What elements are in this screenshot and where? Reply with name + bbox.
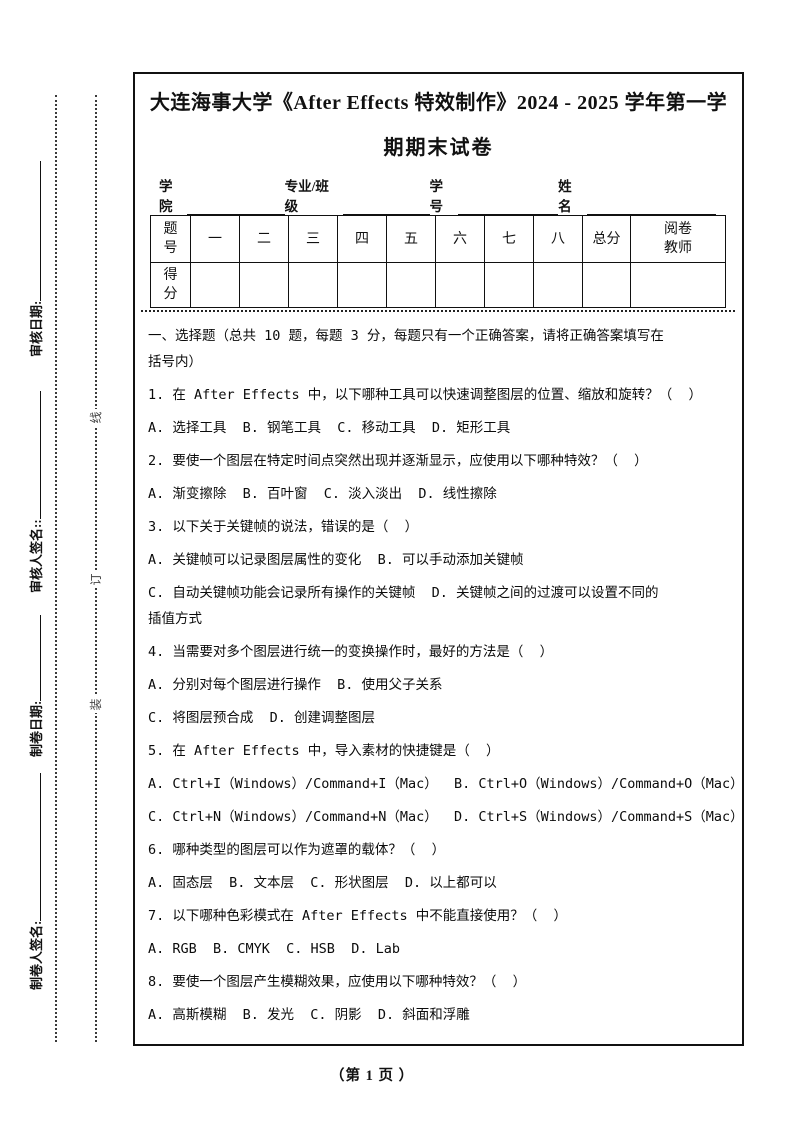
question-3-text: 3. 以下关于关键帧的说法，错误的是（ ） [148, 519, 419, 535]
binding-dotted-line-inner [55, 95, 57, 1042]
section-heading-line2: 括号内） [148, 354, 202, 370]
header-question-number: 题 号 [150, 215, 191, 263]
paper-maker-signature-field: 制卷人签名: [26, 764, 48, 990]
header-grader: 阅卷 教师 [630, 215, 726, 263]
question-4-options-ab: A. 分别对每个图层进行操作 B. 使用父子关系 [148, 677, 443, 693]
major-class-label: 专业/班级 [284, 179, 329, 214]
score-cell-grader[interactable] [630, 262, 726, 308]
question-1-options: A. 选择工具 B. 钢笔工具 C. 移动工具 D. 矩形工具 [148, 420, 511, 436]
major-class-blank[interactable] [343, 199, 430, 215]
reviewer-signature-blank[interactable] [26, 391, 41, 520]
question-6-text: 6. 哪种类型的图层可以作为遮罩的载体？（ ） [148, 842, 446, 858]
question-4-options-cd: C. 将图层预合成 D. 创建调整图层 [148, 710, 376, 726]
question-8-options: A. 高斯模糊 B. 发光 C. 阴影 D. 斜面和浮雕 [148, 1007, 470, 1023]
question-5-options-cd: C. Ctrl+N（Windows）/Command+N（Mac） D. Ctr… [148, 809, 744, 825]
review-date-blank[interactable] [26, 160, 41, 301]
header-q1: 一 [190, 215, 240, 263]
exam-title-line2: 期期末试卷 [383, 137, 494, 159]
question-2-text: 2. 要使一个图层在特定时间点突然出现并逐渐显示，应使用以下哪种特效？（ ） [148, 453, 648, 469]
header-q8: 八 [533, 215, 583, 263]
score-cell-8[interactable] [533, 262, 583, 308]
paper-made-date-field: 制卷日期: [26, 600, 48, 757]
question-8-text: 8. 要使一个图层产生模糊效果，应使用以下哪种特效？（ ） [148, 974, 527, 990]
college-blank[interactable] [187, 199, 285, 215]
score-cell-5[interactable] [386, 262, 436, 308]
score-table-header-row: 题 号 一 二 三 四 五 六 七 八 总分 阅卷 教师 [150, 215, 726, 263]
exam-content-box: 大连海事大学《After Effects 特效制作》2024 - 2025 学年… [133, 72, 744, 1046]
question-7-text: 7. 以下哪种色彩模式在 After Effects 中不能直接使用？（ ） [148, 908, 568, 924]
score-cell-6[interactable] [435, 262, 485, 308]
binding-char-xian: 线 [88, 409, 105, 426]
binding-char-zhuang: 装 [88, 696, 105, 713]
section-heading-line1: 一、选择题（总共 10 题，每题 3 分，每题只有一个正确答案，请将正确答案填写… [148, 328, 664, 344]
student-id-blank[interactable] [458, 199, 559, 215]
page-number: （第 1 页 ） [330, 1068, 415, 1084]
question-6-options: A. 固态层 B. 文本层 C. 形状图层 D. 以上都可以 [148, 875, 497, 891]
question-2-options: A. 渐变擦除 B. 百叶窗 C. 淡入淡出 D. 线性擦除 [148, 486, 497, 502]
college-label: 学院 [159, 179, 173, 214]
score-table: 题 号 一 二 三 四 五 六 七 八 总分 阅卷 教师 得 分 [150, 215, 726, 308]
score-cell-2[interactable] [239, 262, 289, 308]
question-3-options-ab: A. 关键帧可以记录图层属性的变化 B. 可以手动添加关键帧 [148, 552, 524, 568]
binding-char-ding: 订 [88, 571, 105, 588]
question-3-options-cd-wrap: 插值方式 [148, 611, 202, 627]
question-5-options-ab: A. Ctrl+I（Windows）/Command+I（Mac） B. Ctr… [148, 776, 744, 792]
score-cell-7[interactable] [484, 262, 534, 308]
question-7-options: A. RGB B. CMYK C. HSB D. Lab [148, 941, 400, 957]
review-date-field: 审核日期: [26, 152, 48, 357]
score-cell-3[interactable] [288, 262, 338, 308]
reviewer-signature-label: 审核人签名:: [29, 519, 44, 593]
binding-dotted-line-outer [95, 95, 97, 1042]
score-cell-4[interactable] [337, 262, 387, 308]
header-q6: 六 [435, 215, 485, 263]
header-q3: 三 [288, 215, 338, 263]
header-q7: 七 [484, 215, 534, 263]
reviewer-signature-field: 审核人签名:: [26, 362, 48, 593]
name-label: 姓名 [558, 179, 572, 214]
header-q2: 二 [239, 215, 289, 263]
question-5-text: 5. 在 After Effects 中，导入素材的快捷键是（ ） [148, 743, 500, 759]
student-id-label: 学号 [429, 179, 444, 214]
paper-made-date-label: 制卷日期: [29, 700, 44, 757]
header-q5: 五 [386, 215, 436, 263]
question-3-options-cd: C. 自动关键帧功能会记录所有操作的关键帧 D. 关键帧之间的过渡可以设置不同的 [148, 585, 659, 601]
exam-title-line1: 大连海事大学《After Effects 特效制作》2024 - 2025 学年… [149, 92, 728, 114]
paper-made-date-blank[interactable] [26, 614, 41, 701]
student-info-row: 学院 专业/班级 学号 姓名 [159, 175, 717, 215]
name-blank[interactable] [586, 199, 717, 215]
questions-area: 一、选择题（总共 10 题，每题 3 分，每题只有一个正确答案，请将正确答案填写… [148, 326, 744, 1025]
question-4-text: 4. 当需要对多个图层进行统一的变换操作时，最好的方法是（ ） [148, 644, 554, 660]
score-row-label: 得 分 [150, 262, 191, 308]
paper-maker-signature-label: 制卷人签名: [29, 920, 44, 990]
question-1-text: 1. 在 After Effects 中，以下哪种工具可以快速调整图层的位置、缩… [148, 387, 703, 403]
score-cell-total[interactable] [582, 262, 631, 308]
score-table-score-row: 得 分 [150, 262, 726, 308]
paper-maker-signature-blank[interactable] [26, 772, 41, 921]
header-q4: 四 [337, 215, 387, 263]
header-total: 总分 [582, 215, 631, 263]
score-cell-1[interactable] [190, 262, 240, 308]
dotted-separator [141, 310, 735, 312]
review-date-label: 审核日期: [29, 300, 44, 357]
